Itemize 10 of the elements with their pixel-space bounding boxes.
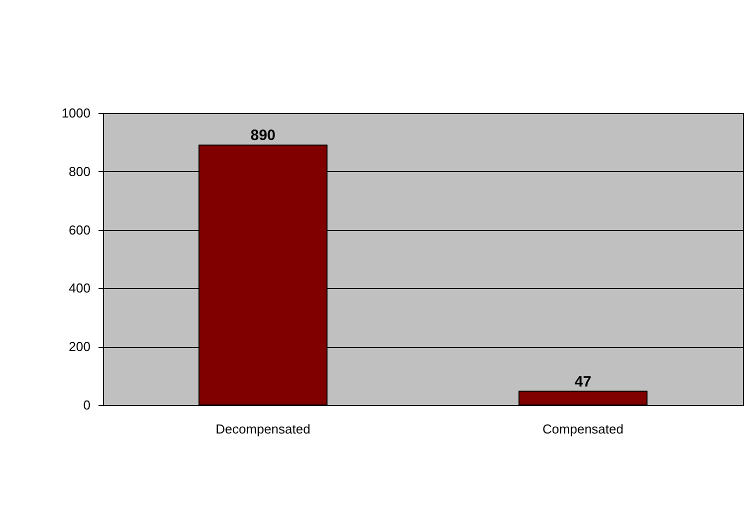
x-tick-label: Decompensated — [216, 422, 310, 436]
y-tick-label: 1000 — [62, 106, 90, 120]
y-tick-label: 800 — [68, 164, 90, 179]
y-tick-label: 0 — [83, 398, 90, 412]
y-tick-label: 400 — [68, 280, 90, 296]
data-label: 890 — [250, 127, 276, 144]
data-label: 47 — [574, 373, 592, 390]
y-tick-label: 200 — [68, 339, 90, 354]
x-tick-label: Compensated — [542, 422, 624, 436]
y-tick-label: 600 — [68, 222, 90, 238]
